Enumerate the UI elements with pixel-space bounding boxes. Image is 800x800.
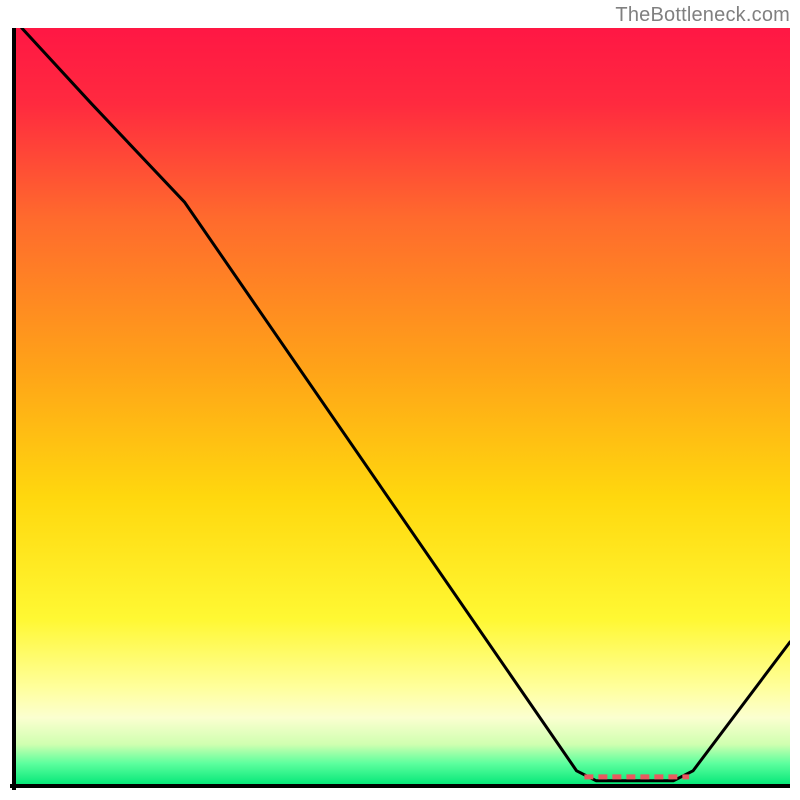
plot-area [10, 28, 790, 790]
chart-svg [10, 28, 790, 790]
chart-container: TheBottleneck.com [0, 0, 800, 800]
gradient-background [14, 28, 790, 786]
watermark-text: TheBottleneck.com [615, 4, 790, 27]
